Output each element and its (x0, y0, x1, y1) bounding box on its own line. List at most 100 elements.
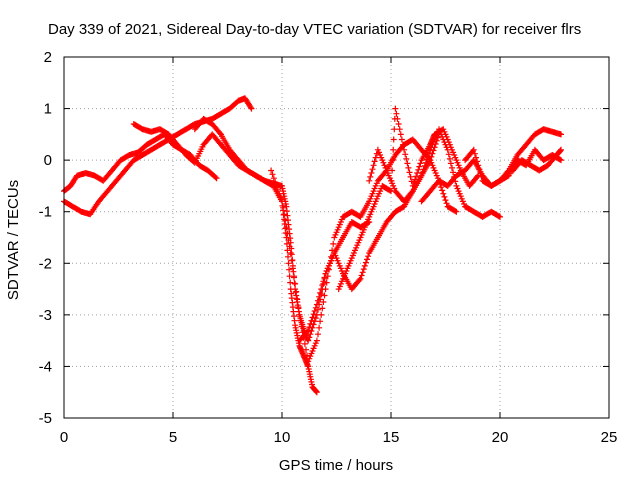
data-point (471, 150, 478, 157)
data-point (368, 170, 375, 176)
data-point (309, 324, 316, 331)
data-point (284, 247, 291, 254)
x-tick-label: 15 (383, 429, 400, 446)
data-point (298, 323, 305, 330)
data-point (312, 315, 319, 322)
data-point (453, 208, 460, 215)
data-point (212, 174, 219, 181)
sat-trace-2 (61, 95, 255, 218)
data-point (319, 305, 326, 312)
x-tick-label: 25 (601, 429, 618, 446)
y-tick-label: -5 (39, 410, 52, 427)
data-point (269, 171, 276, 178)
data-point (389, 157, 396, 164)
data-point (414, 170, 421, 176)
data-point (477, 170, 484, 176)
data-point (558, 146, 564, 153)
data-point (371, 158, 378, 165)
x-tick-label: 5 (169, 429, 177, 446)
data-point (446, 155, 453, 162)
data-point (365, 253, 372, 260)
data-point (405, 164, 412, 171)
data-point (369, 166, 376, 173)
data-point (558, 157, 564, 164)
sat-trace-5 (268, 136, 460, 365)
sat-trace-11 (510, 146, 564, 174)
data-point (443, 200, 450, 207)
data-point (359, 269, 366, 276)
data-point (283, 224, 290, 231)
data-point (213, 175, 220, 182)
data-point (308, 317, 315, 324)
data-point (297, 317, 304, 324)
data-point (312, 304, 319, 311)
data-point (401, 146, 408, 153)
data-point (424, 156, 430, 163)
data-point (416, 163, 423, 170)
data-point (294, 296, 301, 303)
data-point (248, 105, 255, 112)
data-point (313, 301, 320, 308)
y-tick-label: -1 (39, 204, 52, 221)
data-point (393, 110, 400, 117)
data-point (357, 275, 364, 282)
data-point (558, 131, 564, 138)
data-point (268, 167, 275, 174)
data-point (315, 331, 321, 338)
data-point (270, 175, 277, 182)
data-point (367, 173, 374, 180)
data-point (445, 151, 452, 158)
data-point (386, 187, 393, 194)
data-point (419, 169, 426, 176)
data-point (287, 279, 294, 286)
data-point (418, 172, 425, 179)
data-point (305, 337, 312, 344)
data-point (281, 211, 288, 218)
data-point (438, 184, 445, 191)
data-points (61, 95, 564, 396)
data-point (216, 130, 223, 137)
data-point (295, 304, 302, 311)
data-point (293, 288, 300, 295)
data-point (439, 187, 446, 194)
y-tick-label: -2 (39, 255, 52, 272)
data-point (495, 213, 502, 220)
y-axis-label: SDTVAR / TECUs (5, 180, 22, 300)
data-point (280, 204, 287, 211)
data-point (303, 346, 309, 353)
data-point (316, 293, 323, 300)
data-point (292, 280, 299, 287)
data-point (413, 173, 420, 180)
y-tick-label: 1 (44, 101, 52, 118)
data-point (430, 147, 437, 154)
data-point (404, 160, 411, 167)
data-point (420, 166, 427, 173)
data-point (372, 154, 379, 161)
data-point (288, 251, 295, 258)
data-point (319, 282, 326, 289)
data-point (391, 126, 398, 133)
data-point (392, 105, 399, 112)
y-tick-label: -4 (39, 358, 52, 375)
data-point (247, 104, 254, 111)
data-point (317, 289, 324, 296)
data-point (321, 274, 328, 281)
data-point (277, 194, 284, 201)
data-point (422, 159, 429, 166)
data-point (390, 136, 397, 143)
axis-ticks: 0 5 10 15 20 25 -5 -4 -3 -2 -1 0 1 2 (39, 49, 618, 446)
data-point (389, 167, 396, 174)
sat-trace-8 (366, 126, 503, 220)
data-point (276, 190, 283, 197)
data-point (364, 256, 370, 263)
data-point (288, 257, 295, 264)
data-point (284, 230, 291, 237)
data-point (444, 146, 451, 153)
data-point (390, 146, 397, 153)
data-point (358, 272, 365, 279)
data-point (285, 237, 292, 244)
plot-frame (63, 56, 610, 419)
data-point (504, 168, 511, 175)
data-point (318, 311, 325, 318)
